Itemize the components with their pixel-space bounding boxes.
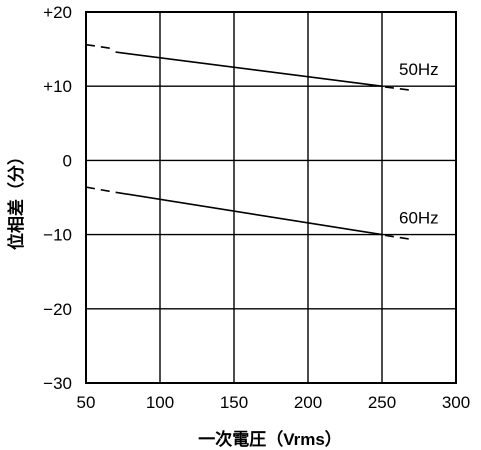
series-label: 50Hz — [399, 60, 439, 79]
grid — [85, 11, 457, 384]
y-axis-title: 位相差（分） — [6, 148, 26, 250]
tick-labels: 50 100 150 200 250 300 +20 +10 0 −10 −20 −30 — [43, 3, 470, 412]
series-50Hz: 50Hz — [85, 43, 439, 92]
series-60Hz: 60Hz — [85, 186, 439, 241]
y-tick-label: +10 — [43, 77, 72, 96]
x-tick-label: 300 — [442, 393, 470, 412]
series-line-solid — [115, 51, 383, 87]
y-tick-label: +20 — [43, 3, 72, 22]
x-tick-label: 100 — [146, 393, 174, 412]
series-line-dashed — [384, 234, 415, 241]
y-tick-label: 0 — [63, 151, 72, 170]
series-line-solid — [115, 191, 383, 236]
x-tick-label: 200 — [294, 393, 322, 412]
plot-frame — [85, 11, 457, 384]
y-tick-label: −10 — [43, 226, 72, 245]
x-tick-label: 150 — [220, 393, 248, 412]
x-tick-label: 50 — [77, 393, 96, 412]
series-label: 60Hz — [399, 209, 439, 228]
series-lines: 50Hz 60Hz — [85, 43, 439, 241]
y-tick-label: −20 — [43, 300, 72, 319]
series-line-dashed — [384, 86, 415, 92]
x-axis-title: 一次電圧（Vrms） — [198, 429, 342, 449]
series-line-dashed — [85, 186, 112, 193]
y-tick-label: −30 — [43, 374, 72, 393]
x-tick-label: 250 — [368, 393, 396, 412]
series-line-dashed — [85, 43, 112, 50]
